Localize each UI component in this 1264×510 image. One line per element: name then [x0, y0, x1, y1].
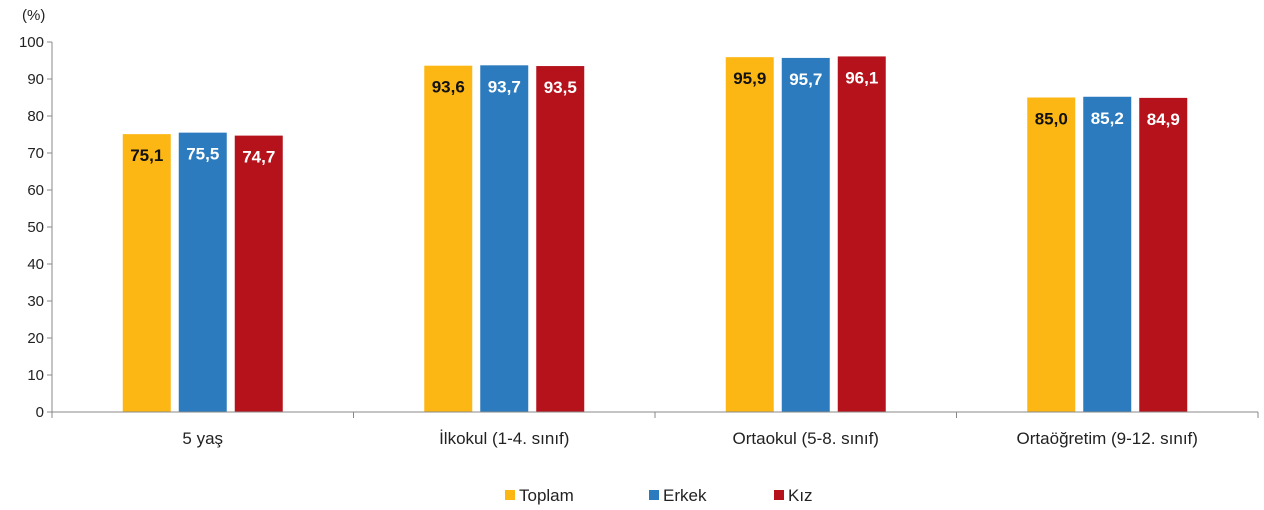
bar-value-label: 85,0 — [1035, 110, 1068, 129]
y-tick-label: 100 — [19, 34, 44, 51]
legend-swatch — [774, 490, 784, 500]
y-tick-label: 80 — [27, 108, 44, 125]
legend: Toplam Erkek Kız — [505, 486, 813, 505]
bar-kız — [837, 56, 886, 413]
bar-erkek — [178, 132, 227, 412]
bar-value-label: 95,9 — [733, 69, 766, 88]
x-category-label: İlkokul (1-4. sınıf) — [439, 429, 569, 448]
bar-value-label: 74,7 — [242, 148, 275, 167]
y-tick-label: 20 — [27, 330, 44, 347]
bar-toplam — [424, 65, 473, 413]
y-tick-label: 50 — [27, 219, 44, 236]
bar-toplam — [122, 134, 171, 412]
bar-value-label: 96,1 — [845, 68, 878, 87]
bar-kız — [234, 135, 283, 413]
x-category-label: Ortaöğretim (9-12. sınıf) — [1017, 429, 1198, 448]
bar-value-label: 93,7 — [488, 77, 521, 96]
bar-toplam — [1027, 97, 1076, 412]
y-tick-label: 30 — [27, 293, 44, 310]
bar-erkek — [1083, 96, 1132, 412]
bar-value-label: 85,2 — [1091, 109, 1124, 128]
x-category-label: Ortaokul (5-8. sınıf) — [733, 429, 879, 448]
x-category-label: 5 yaş — [182, 429, 223, 448]
bar-value-label: 93,5 — [544, 78, 577, 97]
bar-erkek — [480, 65, 529, 412]
legend-label: Erkek — [663, 486, 707, 505]
y-tick-label: 0 — [36, 404, 44, 421]
bar-value-label: 75,5 — [186, 145, 219, 164]
legend-label: Toplam — [519, 486, 574, 505]
bar-kız — [536, 66, 585, 413]
y-tick-label: 60 — [27, 182, 44, 199]
y-tick-label: 90 — [27, 71, 44, 88]
y-axis-unit-label: (%) — [22, 7, 45, 24]
y-tick-label: 10 — [27, 367, 44, 384]
bar-value-label: 84,9 — [1147, 110, 1180, 129]
y-tick-label: 70 — [27, 145, 44, 162]
legend-label: Kız — [788, 486, 813, 505]
bar-erkek — [781, 57, 830, 412]
bar-value-label: 93,6 — [432, 78, 465, 97]
y-tick-label: 40 — [27, 256, 44, 273]
x-axis: 5 yaş İlkokul (1-4. sınıf) Ortaokul (5-8. … — [51, 411, 1259, 448]
legend-swatch — [649, 490, 659, 500]
bar-kız — [1139, 97, 1188, 413]
bar-value-label: 75,1 — [130, 146, 163, 165]
bars-group: 75,1 75,5 74,7 93,6 93,7 93,5 95,9 95,7 96,1 85,0… — [122, 56, 1188, 413]
y-axis: 0 10 20 30 40 50 60 70 80 90 100 — [19, 34, 53, 421]
bar-value-label: 95,7 — [789, 70, 822, 89]
legend-swatch — [505, 490, 515, 500]
bar-toplam — [725, 57, 774, 413]
